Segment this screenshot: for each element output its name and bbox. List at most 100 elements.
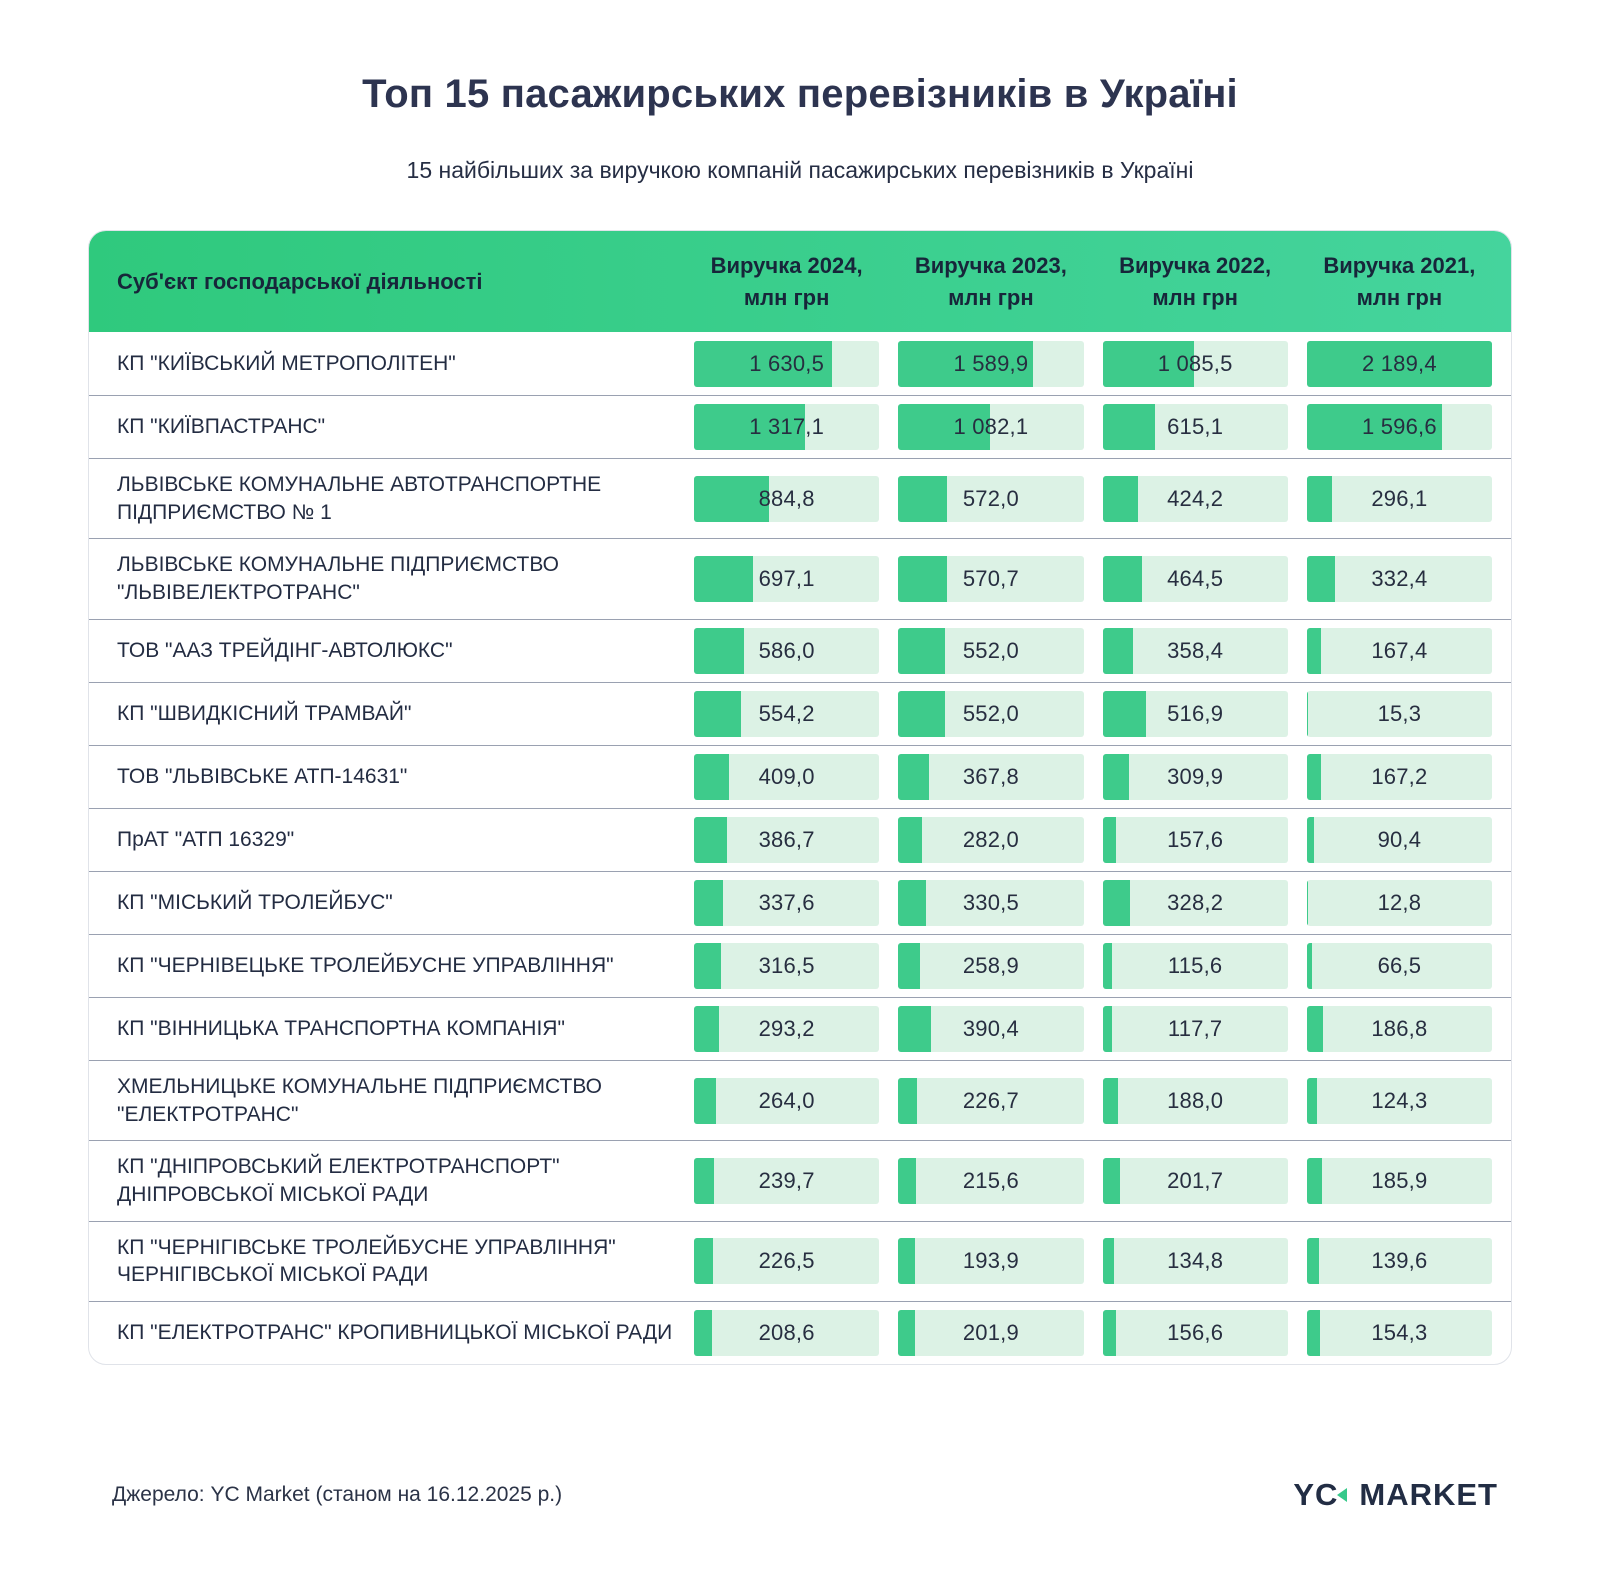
bar-fill (694, 340, 832, 387)
bar-fill (694, 556, 753, 603)
bar-track: 296,1 (1306, 475, 1492, 522)
bar-cell: 90,4 (1306, 816, 1511, 863)
bar-cell: 697,1 (694, 547, 898, 610)
bar-track: 258,9 (898, 942, 1084, 989)
revenue-value: 186,8 (1371, 1015, 1428, 1041)
bar-fill (1102, 1077, 1119, 1124)
bar-track: 1 317,1 (694, 404, 880, 450)
bar-cell: 258,9 (898, 942, 1102, 989)
bar-cell: 293,2 (694, 1005, 898, 1052)
bar-track: 464,5 (1102, 556, 1288, 603)
revenue-value: 1 630,5 (749, 350, 825, 376)
revenue-value: 409,0 (758, 763, 815, 789)
table-body: КП "КИЇВСЬКИЙ МЕТРОПОЛІТЕН" 1 630,5 1 58… (89, 332, 1511, 1364)
bar-fill (694, 1077, 717, 1124)
bar-fill (694, 1310, 712, 1357)
revenue-value: 15,3 (1377, 700, 1422, 726)
bar-track: 309,9 (1102, 753, 1288, 800)
bar-cell: 296,1 (1306, 467, 1511, 530)
revenue-value: 226,5 (758, 1248, 815, 1274)
revenue-value: 293,2 (758, 1015, 815, 1041)
column-header-2024-line1: Виручка 2024, (710, 252, 863, 278)
bar-cell: 154,3 (1306, 1310, 1511, 1357)
bar-cell: 185,9 (1306, 1149, 1511, 1212)
bar-fill (898, 942, 921, 989)
company-name: КП "ЕЛЕКТРОТРАНС" КРОПИВНИЦЬКОЇ МІСЬКОЇ … (117, 1321, 673, 1345)
bar-track: 201,7 (1102, 1158, 1288, 1205)
bar-fill (694, 1158, 715, 1205)
bar-track: 570,7 (898, 556, 1084, 603)
column-header-2021-line1: Виручка 2021, (1323, 252, 1476, 278)
bar-cell: 115,6 (1102, 942, 1307, 989)
column-header-2024: Виручка 2024, млн грн (694, 250, 898, 314)
bar-fill (1306, 942, 1313, 989)
table-row: КП "КИЇВСЬКИЙ МЕТРОПОЛІТЕН" 1 630,5 1 58… (89, 332, 1511, 395)
logo-triangle-icon (1337, 1488, 1348, 1503)
revenue-value: 316,5 (758, 952, 815, 978)
company-name: КП "КИЇВСЬКИЙ МЕТРОПОЛІТЕН" (117, 351, 456, 375)
revenue-value: 615,1 (1167, 414, 1224, 439)
bar-fill (1306, 1158, 1323, 1205)
column-header-2024-line2: млн грн (743, 284, 830, 310)
bar-cell: 1 082,1 (898, 404, 1102, 450)
column-header-2023: Виручка 2023, млн грн (898, 250, 1102, 314)
revenue-value: 337,6 (758, 889, 815, 915)
revenue-value: 208,6 (758, 1320, 815, 1346)
bar-track: 615,1 (1102, 404, 1288, 450)
bar-fill (694, 627, 744, 674)
bar-cell: 117,7 (1102, 1005, 1307, 1052)
bar-fill (1102, 816, 1116, 863)
bar-cell: 186,8 (1306, 1005, 1511, 1052)
bar-track: 185,9 (1306, 1158, 1492, 1205)
revenue-value: 328,2 (1167, 889, 1224, 915)
page-title: Топ 15 пасажирських перевізників в Украї… (362, 72, 1238, 116)
bar-track: 239,7 (694, 1158, 880, 1205)
revenue-value: 185,9 (1371, 1168, 1428, 1194)
table-header-row: Суб'єкт господарської діяльності Виручка… (89, 231, 1511, 332)
logo-yc-text: YC (1293, 1477, 1339, 1513)
bar-track: 330,5 (898, 879, 1084, 926)
bar-fill (1306, 879, 1308, 926)
bar-track: 424,2 (1102, 475, 1288, 522)
bar-track: 208,6 (694, 1310, 880, 1357)
bar-fill (1306, 556, 1335, 603)
bar-fill (1306, 1238, 1319, 1285)
bar-track: 264,0 (694, 1077, 880, 1124)
company-name: КП "ДНІПРОВСЬКИЙ ЕЛЕКТРОТРАНСПОРТ" ДНІПР… (117, 1155, 560, 1207)
company-name: ХМЕЛЬНИЦЬКЕ КОМУНАЛЬНЕ ПІДПРИЄМСТВО "ЕЛЕ… (117, 1074, 602, 1126)
revenue-value: 12,8 (1377, 889, 1422, 915)
revenue-value: 516,9 (1167, 700, 1224, 726)
bar-fill (1102, 942, 1113, 989)
bar-cell: 464,5 (1102, 547, 1307, 610)
bar-track: 154,3 (1306, 1310, 1492, 1357)
revenue-value: 424,2 (1167, 485, 1224, 511)
revenue-value: 167,4 (1371, 637, 1428, 663)
bar-fill (1306, 475, 1332, 522)
bar-fill (1102, 753, 1129, 800)
company-name: ЛЬВІВСЬКЕ КОМУНАЛЬНЕ ПІДПРИЄМСТВО "ЛЬВІВ… (117, 553, 559, 605)
bar-fill (694, 753, 729, 800)
revenue-value: 330,5 (962, 889, 1019, 915)
bar-track: 157,6 (1102, 816, 1288, 863)
bar-fill (694, 942, 721, 989)
revenue-value: 1 317,1 (749, 414, 825, 439)
bar-fill (898, 753, 930, 800)
table-row: КП "ВІННИЦЬКА ТРАНСПОРТНА КОМПАНІЯ" 293,… (89, 996, 1511, 1060)
revenue-value: 258,9 (962, 952, 1019, 978)
bar-cell: 1 589,9 (898, 340, 1102, 387)
bar-fill (1102, 556, 1142, 603)
column-header-2023-line2: млн грн (948, 284, 1034, 310)
bar-fill (1306, 1310, 1320, 1357)
bar-track: 337,6 (694, 879, 880, 926)
table-row: КП "ДНІПРОВСЬКИЙ ЕЛЕКТРОТРАНСПОРТ" ДНІПР… (89, 1140, 1511, 1220)
bar-track: 188,0 (1102, 1077, 1288, 1124)
revenue-value: 309,9 (1167, 763, 1224, 789)
bar-track: 90,4 (1306, 816, 1492, 863)
company-name: КП "МІСЬКИЙ ТРОЛЕЙБУС" (117, 891, 393, 915)
bar-track: 215,6 (898, 1158, 1084, 1205)
bar-track: 66,5 (1306, 942, 1492, 989)
table-row: ТОВ "ЛЬВІВСЬКЕ АТП-14631" 409,0 367,8 30… (89, 744, 1511, 808)
bar-cell: 572,0 (898, 467, 1102, 530)
bar-track: 358,4 (1102, 627, 1288, 674)
